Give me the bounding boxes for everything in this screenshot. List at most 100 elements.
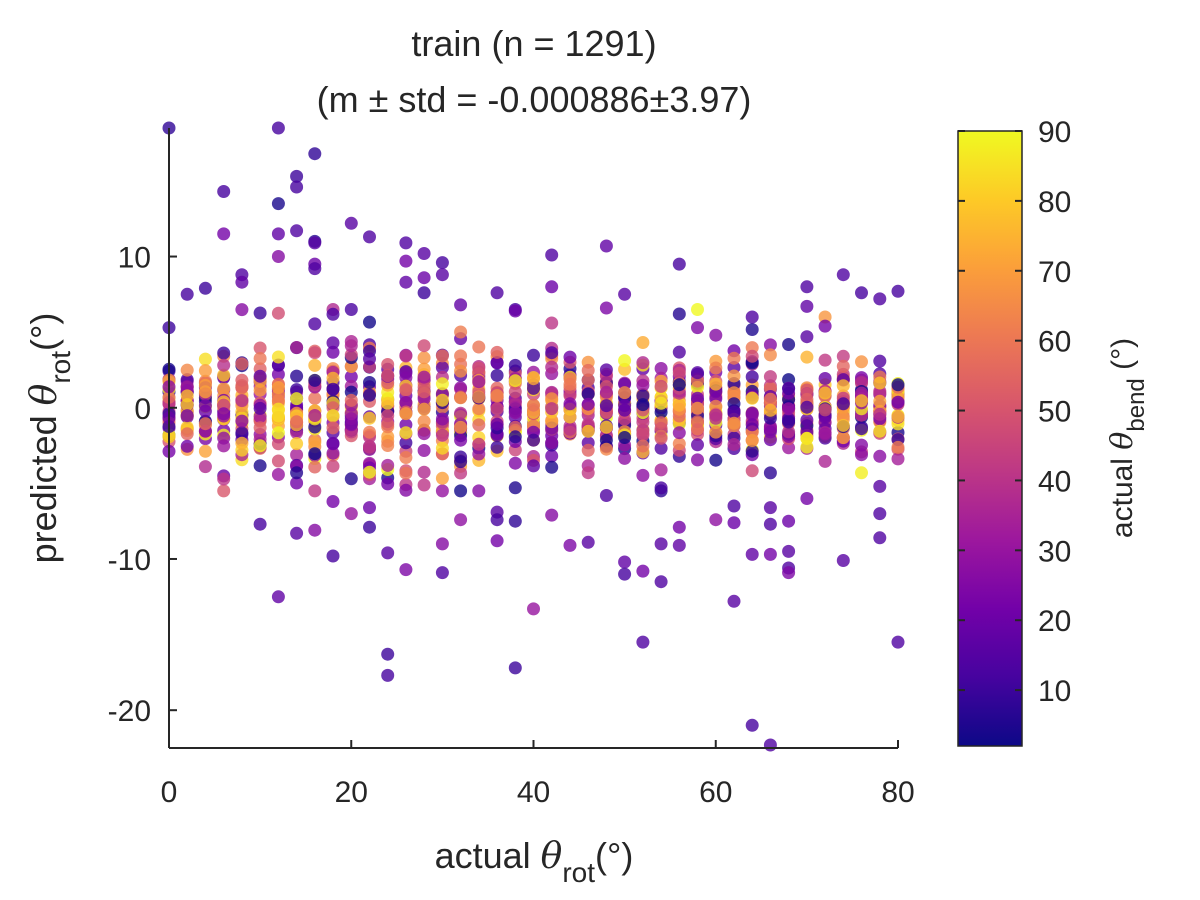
scatter-point <box>891 635 905 649</box>
scatter-point <box>672 520 686 534</box>
scatter-point <box>308 236 322 250</box>
scatter-point <box>454 325 468 339</box>
scatter-point <box>581 363 595 377</box>
scatter-point <box>745 323 759 336</box>
scatter-point <box>198 460 212 474</box>
scatter-point <box>253 306 267 320</box>
scatter-point <box>891 395 905 409</box>
scatter-point <box>253 517 267 531</box>
scatter-point <box>727 438 741 451</box>
scatter-point <box>618 287 632 301</box>
scatter-point <box>654 431 668 445</box>
scatter-point <box>527 381 540 395</box>
scatter-point <box>198 364 212 378</box>
scatter-point <box>545 415 559 429</box>
y-axis-ticks: -20 -10 0 10 <box>108 242 177 728</box>
scatter-point <box>563 350 577 364</box>
scatter-point <box>326 549 340 563</box>
scatter-point <box>363 388 376 402</box>
scatter-point <box>435 428 449 442</box>
scatter-point <box>836 397 850 411</box>
scatter-point <box>691 303 704 316</box>
scatter-point <box>763 466 777 480</box>
scatter-point <box>435 537 449 551</box>
scatter-point <box>873 449 887 463</box>
scatter-point <box>454 349 468 363</box>
scatter-point <box>508 406 522 420</box>
scatter-point <box>672 257 686 271</box>
scatter-point <box>891 410 905 423</box>
scatter-point <box>599 442 613 456</box>
scatter-point <box>745 718 759 732</box>
scatter-point <box>800 400 814 414</box>
scatter-point <box>435 256 449 270</box>
scatter-point <box>198 352 212 366</box>
scatter-point <box>435 484 449 498</box>
scatter-point <box>326 421 340 435</box>
scatter-point <box>399 483 413 497</box>
scatter-point <box>763 348 777 362</box>
scatter-point <box>253 369 267 383</box>
scatter-point <box>308 262 322 276</box>
scatter-point <box>490 368 504 382</box>
scatter-point <box>381 430 395 444</box>
scatter-point <box>763 338 777 352</box>
scatter-point <box>672 366 686 380</box>
scatter-point <box>271 426 285 440</box>
scatter-point <box>709 361 723 375</box>
scatter-point <box>490 286 504 300</box>
scatter-point <box>618 412 632 426</box>
scatter-point <box>454 364 468 378</box>
scatter-point <box>381 369 395 383</box>
scatter-point <box>435 441 449 455</box>
scatter-point <box>253 439 267 453</box>
scatter-point <box>326 446 340 460</box>
scatter-point <box>818 372 832 385</box>
y-axis-label: predicted θrot(°) <box>23 313 76 564</box>
scatter-point <box>472 361 486 375</box>
scatter-point <box>818 319 832 333</box>
scatter-point <box>180 439 194 453</box>
scatter-point <box>836 268 850 282</box>
scatter-point <box>618 451 632 465</box>
tick-label: 50 <box>1038 396 1071 429</box>
scatter-point <box>691 438 704 452</box>
scatter-point <box>363 230 376 244</box>
scatter-point <box>326 336 340 350</box>
scatter-point <box>180 363 194 377</box>
scatter-point <box>672 437 686 451</box>
scatter-point <box>545 360 559 374</box>
scatter-point <box>344 303 358 316</box>
scatter-point <box>490 345 504 359</box>
scatter-point <box>381 668 395 682</box>
scatter-point <box>508 374 522 388</box>
colorbar-frame <box>957 130 1023 747</box>
scatter-point <box>527 459 540 473</box>
scatter-point <box>581 466 595 480</box>
scatter-point <box>271 468 285 481</box>
scatter-point <box>290 169 304 183</box>
scatter-point <box>545 508 559 522</box>
scatter-point <box>454 513 468 527</box>
scatter-point <box>417 286 431 300</box>
scatter-point <box>800 492 814 505</box>
scatter-point <box>782 514 796 528</box>
tick-label: 80 <box>1038 186 1071 219</box>
scatter-point <box>800 299 814 313</box>
scatter-point <box>253 341 267 355</box>
scatter-point <box>709 411 723 425</box>
colorbar-ticks: 10 20 30 40 50 60 70 80 90 <box>958 116 1071 708</box>
tick-label: 30 <box>1038 535 1071 568</box>
scatter-point <box>271 381 285 395</box>
scatter-point <box>490 440 504 454</box>
scatter-point <box>745 547 759 561</box>
scatter-point <box>599 363 613 377</box>
scatter-point <box>308 373 322 387</box>
scatter-point <box>344 393 358 407</box>
scatter-point <box>855 355 868 369</box>
scatter-point <box>672 426 686 440</box>
scatter-point <box>581 443 595 457</box>
scatter-point <box>709 453 723 467</box>
scatter-point <box>290 526 304 540</box>
scatter-point <box>290 180 304 194</box>
